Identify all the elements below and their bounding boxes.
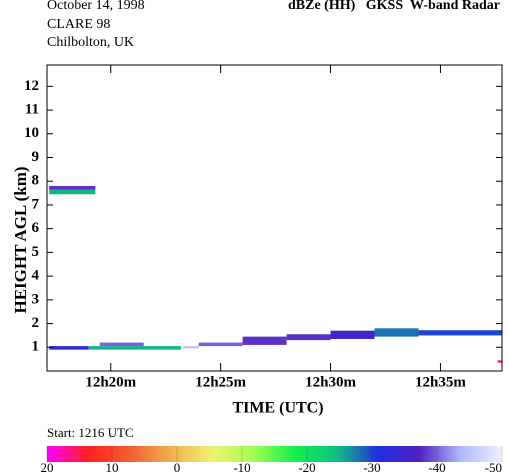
echo-cell	[198, 342, 243, 347]
echo-cell	[497, 360, 502, 363]
colorbar-tick-label: 20	[41, 460, 54, 475]
echo-cell	[286, 334, 331, 341]
colorbar-tick-label: -30	[363, 460, 380, 475]
header-line: October 14, 1998	[47, 0, 145, 13]
plot-frame	[46, 64, 503, 372]
start-label: Start: 1216 UTC	[47, 425, 134, 440]
y-tick-label: 10	[24, 125, 39, 141]
echo-cell	[183, 346, 199, 349]
y-tick-label: 12	[24, 78, 39, 94]
echo-cell	[49, 189, 96, 195]
plot-area	[49, 185, 502, 363]
colorbar-tick-label: 0	[174, 460, 181, 475]
echo-cell	[99, 342, 144, 347]
colorbar-tick-label: -10	[233, 460, 250, 475]
colorbar-tick-label: -20	[298, 460, 315, 475]
echo-cell	[374, 328, 419, 337]
colorbar-tick-label: -50	[485, 460, 502, 475]
x-tick-label: 12h35m	[415, 374, 466, 390]
header-line: Chilbolton, UK	[47, 35, 134, 50]
echo-cell	[49, 185, 96, 190]
y-tick-label: 11	[25, 102, 39, 118]
y-tick-label: 4	[32, 268, 40, 284]
x-tick-label: 12h30m	[305, 374, 356, 390]
x-axis-label: TIME (UTC)	[232, 400, 323, 417]
echo-cell	[418, 330, 502, 336]
colorbar-tick-label: 10	[106, 460, 119, 475]
y-tick-label: 5	[32, 244, 40, 260]
y-tick-label: 9	[32, 149, 40, 165]
echo-cell	[49, 346, 89, 350]
y-tick-label: 7	[32, 196, 40, 212]
colorbar	[47, 446, 502, 462]
y-tick-label: 2	[32, 315, 40, 331]
y-tick-label: 6	[32, 220, 40, 236]
echo-cell	[242, 336, 287, 345]
y-axis-label: HEIGHT AGL (km)	[11, 166, 30, 313]
chart-title: dBZe (HH) GKSS W-band Radar	[288, 0, 500, 13]
colorbar-tick-label: -40	[428, 460, 445, 475]
echo-cell	[330, 330, 375, 339]
y-tick-label: 8	[32, 173, 40, 189]
header-line: CLARE 98	[47, 17, 110, 32]
x-tick-label: 12h20m	[85, 374, 136, 390]
echo-cell	[88, 346, 182, 350]
x-tick-label: 12h25m	[195, 374, 246, 390]
y-tick-label: 3	[32, 291, 40, 307]
y-tick-label: 1	[32, 339, 40, 355]
